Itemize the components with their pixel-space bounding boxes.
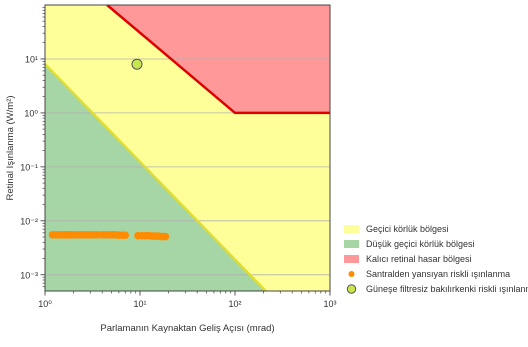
x-tick-label: 10³: [323, 299, 336, 309]
y-tick-label: 10⁰: [24, 108, 38, 118]
legend-swatch: [344, 255, 359, 263]
y-tick-label: 10⁻³: [20, 270, 38, 280]
x-tick-label: 10⁰: [38, 299, 52, 309]
legend-marker: [348, 271, 355, 277]
scatter-point-reflection: [161, 232, 170, 241]
legend-swatch: [344, 240, 359, 248]
y-tick-label: 10¹: [25, 54, 38, 64]
legend: Geçici körlük bölgesi Düşük geçici körlük…: [344, 224, 528, 294]
grid: [45, 58, 330, 276]
axis-ticks: 10⁰ 10¹ 10² 10³ 10⁻³ 10⁻² 10⁻¹ 10⁰ 10¹: [20, 7, 337, 309]
legend-swatch: [344, 225, 359, 233]
legend-label: Geçici körlük bölgesi: [366, 224, 449, 234]
scatter-points: [48, 58, 170, 241]
x-tick-label: 10²: [228, 299, 241, 309]
x-axis-label: Parlamanın Kaynaktan Geliş Açısı (mrad): [100, 323, 274, 334]
y-tick-label: 10⁻²: [20, 216, 38, 226]
scatter-point-sun: [131, 58, 143, 70]
legend-marker: [346, 284, 357, 294]
legend-label: Düşük geçici körlük bölgesi: [366, 239, 475, 249]
plot-frame: [44, 4, 331, 292]
legend-label: Güneşe filtresiz bakılırkenki riskli ışı…: [366, 284, 528, 294]
legend-label: Santralden yansıyan riskli ışınlanma: [366, 269, 510, 279]
scatter-point-reflection: [121, 231, 130, 239]
boundary-low-transient: [45, 63, 267, 291]
boundary-permanent-damage: [106, 5, 330, 115]
legend-label: Kalıcı retinal hasar bölgesi: [366, 254, 472, 264]
x-tick-label: 10¹: [133, 299, 146, 309]
y-tick-label: 10⁻¹: [20, 162, 38, 172]
plot-area: [45, 5, 330, 291]
y-axis-label: Retinal Işınlanma (W/m²): [5, 95, 16, 200]
